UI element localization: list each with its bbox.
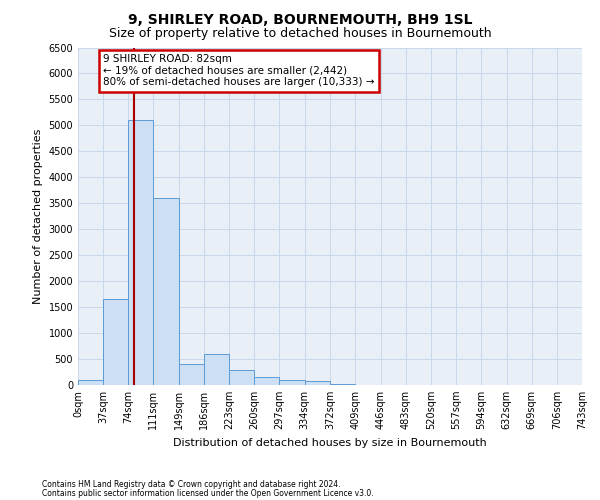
Y-axis label: Number of detached properties: Number of detached properties [33,128,43,304]
Bar [204,354,229,385]
Bar [103,300,128,385]
Text: 9 SHIRLEY ROAD: 82sqm
← 19% of detached houses are smaller (2,442)
80% of semi-d: 9 SHIRLEY ROAD: 82sqm ← 19% of detached … [103,54,374,88]
Text: Contains public sector information licensed under the Open Government Licence v3: Contains public sector information licen… [42,488,374,498]
Text: 9, SHIRLEY ROAD, BOURNEMOUTH, BH9 1SL: 9, SHIRLEY ROAD, BOURNEMOUTH, BH9 1SL [128,12,472,26]
Bar [280,380,305,385]
Bar [331,384,355,385]
Bar [305,382,331,385]
Bar [229,370,254,385]
Bar [179,364,204,385]
X-axis label: Distribution of detached houses by size in Bournemouth: Distribution of detached houses by size … [173,438,487,448]
Text: Size of property relative to detached houses in Bournemouth: Size of property relative to detached ho… [109,28,491,40]
Bar [78,380,103,385]
Bar [128,120,153,385]
Text: Contains HM Land Registry data © Crown copyright and database right 2024.: Contains HM Land Registry data © Crown c… [42,480,341,489]
Bar [153,198,179,385]
Bar [254,377,280,385]
